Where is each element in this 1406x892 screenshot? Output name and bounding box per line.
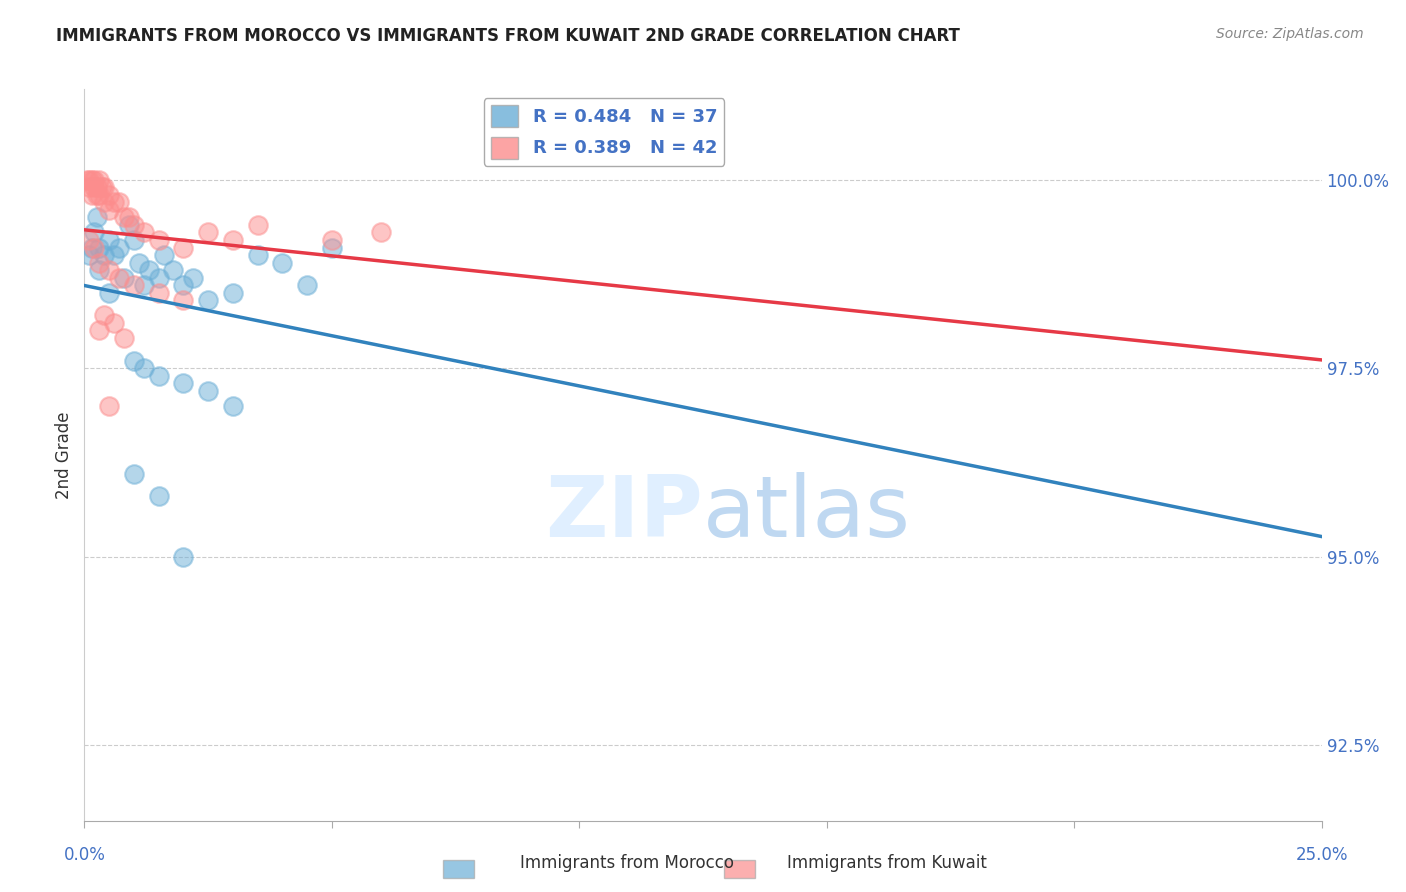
Point <box>271 255 294 269</box>
Point <box>132 278 155 293</box>
Point <box>79 172 101 186</box>
Point <box>93 248 115 262</box>
Point <box>172 293 194 308</box>
Text: Source: ZipAtlas.com: Source: ZipAtlas.com <box>1216 27 1364 41</box>
Point <box>89 241 111 255</box>
Point <box>112 270 135 285</box>
Point <box>103 195 125 210</box>
Point <box>321 233 343 247</box>
Point <box>93 309 115 323</box>
Point <box>89 263 111 277</box>
Point <box>197 293 219 308</box>
Point <box>112 331 135 345</box>
Point <box>108 195 131 210</box>
Point <box>98 202 121 217</box>
Point <box>93 195 115 210</box>
Point <box>132 361 155 376</box>
Text: ZIP: ZIP <box>546 472 703 555</box>
Point <box>172 241 194 255</box>
Point <box>246 248 269 262</box>
Point <box>122 233 145 247</box>
Point <box>246 218 269 232</box>
Point <box>98 399 121 413</box>
Point <box>79 248 101 262</box>
Point <box>83 226 105 240</box>
Text: atlas: atlas <box>703 472 911 555</box>
Point <box>370 226 392 240</box>
Point <box>122 218 145 232</box>
Point <box>90 180 112 194</box>
Point <box>148 368 170 383</box>
Point <box>86 187 108 202</box>
Point <box>86 180 108 194</box>
Legend: R = 0.484   N = 37, R = 0.389   N = 42: R = 0.484 N = 37, R = 0.389 N = 42 <box>484 98 724 166</box>
Point <box>89 255 111 269</box>
Text: IMMIGRANTS FROM MOROCCO VS IMMIGRANTS FROM KUWAIT 2ND GRADE CORRELATION CHART: IMMIGRANTS FROM MOROCCO VS IMMIGRANTS FR… <box>56 27 960 45</box>
Point <box>108 270 131 285</box>
Point <box>321 241 343 255</box>
Point <box>295 278 318 293</box>
Point <box>103 316 125 330</box>
Point <box>93 180 115 194</box>
Point <box>86 211 108 225</box>
Point <box>222 399 245 413</box>
Point <box>98 187 121 202</box>
Point <box>148 285 170 300</box>
Point <box>128 255 150 269</box>
Point <box>138 263 160 277</box>
Text: 0.0%: 0.0% <box>63 846 105 863</box>
Point <box>80 172 103 186</box>
Point <box>103 248 125 262</box>
Point <box>148 489 170 503</box>
Point <box>83 172 105 186</box>
Point <box>181 270 204 285</box>
Point <box>148 270 170 285</box>
Point <box>122 353 145 368</box>
Point <box>79 180 101 194</box>
Point <box>197 384 219 398</box>
Point <box>89 324 111 338</box>
Point <box>98 233 121 247</box>
Point <box>89 172 111 186</box>
Point <box>108 241 131 255</box>
Point <box>222 285 245 300</box>
Point <box>122 467 145 481</box>
Point <box>172 278 194 293</box>
Point <box>118 211 141 225</box>
Text: Immigrants from Kuwait: Immigrants from Kuwait <box>787 855 987 872</box>
Point <box>122 278 145 293</box>
Point <box>172 376 194 391</box>
Point <box>98 263 121 277</box>
Point <box>162 263 184 277</box>
Point <box>83 180 105 194</box>
Point <box>148 233 170 247</box>
Point <box>83 241 105 255</box>
Text: Immigrants from Morocco: Immigrants from Morocco <box>520 855 734 872</box>
Point <box>197 226 219 240</box>
Point <box>112 211 135 225</box>
Point <box>80 241 103 255</box>
Point <box>172 549 194 564</box>
Point <box>80 187 103 202</box>
Point <box>222 233 245 247</box>
Text: 25.0%: 25.0% <box>1295 846 1348 863</box>
Point <box>76 172 98 186</box>
Point <box>79 233 101 247</box>
Point <box>132 226 155 240</box>
Point <box>118 218 141 232</box>
Y-axis label: 2nd Grade: 2nd Grade <box>55 411 73 499</box>
Point <box>89 187 111 202</box>
Point <box>152 248 174 262</box>
Point <box>98 285 121 300</box>
